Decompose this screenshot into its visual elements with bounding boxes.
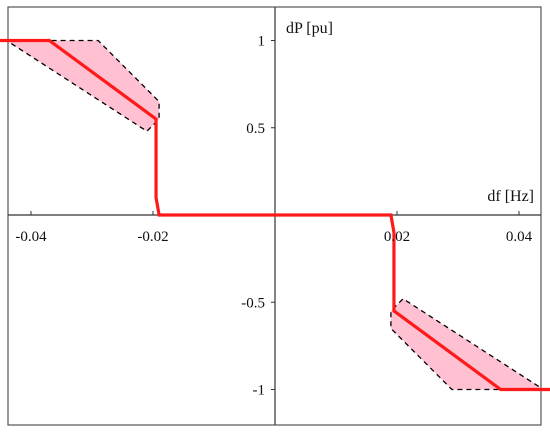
tolerance-band-1 [390, 297, 546, 391]
x-tick-label-2: -0.04 [15, 229, 47, 245]
y-tick-label-2: -0.5 [241, 295, 265, 311]
tick-labels: -0.08-0.06-0.04-0.020.020.040.060.0810.5… [15, 34, 533, 399]
tolerance-band-0 [4, 39, 160, 133]
x-tick-label-4: 0.02 [384, 229, 410, 245]
main-curve [0, 38, 550, 392]
y-tick-label-0: 1 [258, 34, 266, 50]
x-tick-label-5: 0.04 [506, 229, 533, 245]
x-tick-label-3: -0.02 [137, 229, 168, 245]
y-tick-label-3: -1 [253, 383, 266, 399]
y-axis-title: dP [pu] [286, 20, 333, 37]
series-lines [0, 38, 550, 392]
y-tick-label-1: 0.5 [246, 121, 265, 137]
x-axis-title: df [Hz] [487, 188, 534, 205]
